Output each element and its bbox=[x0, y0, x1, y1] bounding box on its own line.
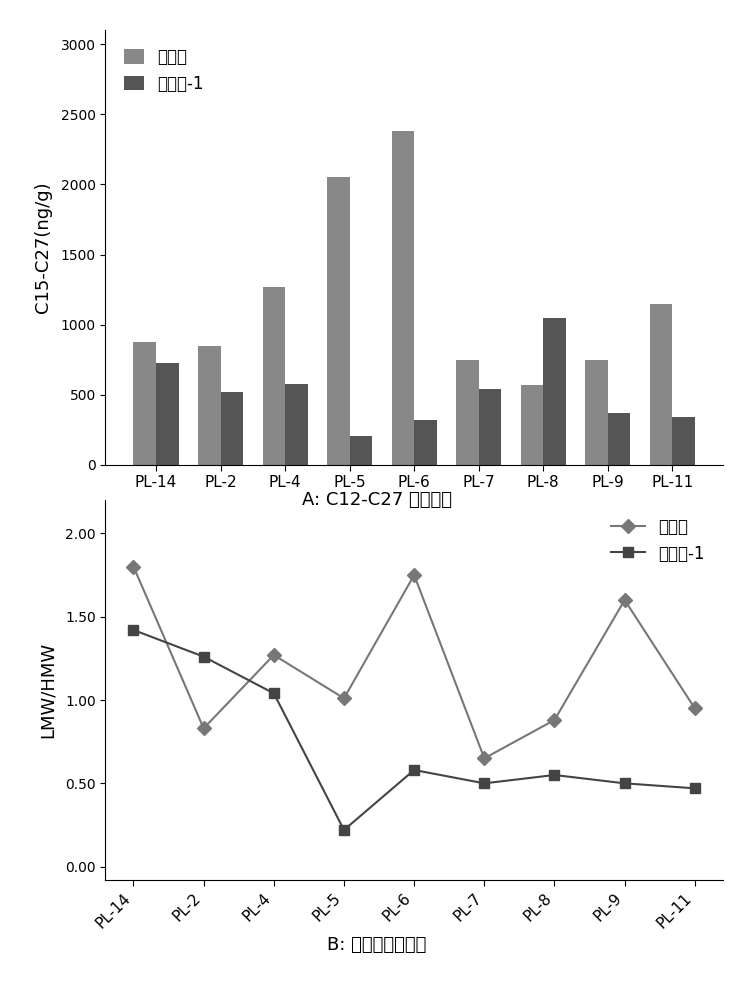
Bar bbox=[479, 389, 501, 465]
修复后-1 bbox=[620, 777, 630, 789]
修复后-1 bbox=[129, 624, 138, 636]
Bar bbox=[520, 385, 543, 465]
修复后-1 bbox=[270, 687, 279, 699]
修复后-1 bbox=[340, 824, 349, 836]
Legend: 修复前, 修复后-1: 修复前, 修复后-1 bbox=[602, 508, 715, 573]
Line: 修复后-1: 修复后-1 bbox=[129, 625, 700, 835]
修复前 bbox=[620, 594, 630, 606]
修复后-1 bbox=[410, 764, 419, 776]
Bar bbox=[349, 436, 372, 465]
修复后-1 bbox=[550, 769, 559, 781]
Bar bbox=[543, 318, 566, 465]
Bar bbox=[327, 177, 349, 465]
Y-axis label: LMW/HMW: LMW/HMW bbox=[38, 642, 56, 738]
Bar bbox=[672, 417, 695, 465]
Legend: 修复前, 修复后-1: 修复前, 修复后-1 bbox=[114, 38, 214, 103]
Bar bbox=[221, 392, 243, 465]
Bar bbox=[133, 342, 156, 465]
Y-axis label: C15-C27(ng/g): C15-C27(ng/g) bbox=[34, 182, 52, 313]
Bar bbox=[392, 131, 414, 465]
Bar bbox=[156, 363, 178, 465]
修复前 bbox=[340, 692, 349, 704]
Text: A: C12-C27 修复效果: A: C12-C27 修复效果 bbox=[301, 491, 452, 509]
修复后-1 bbox=[480, 777, 489, 789]
Bar bbox=[414, 420, 437, 465]
修复前 bbox=[270, 649, 279, 661]
修复前 bbox=[199, 722, 208, 734]
Line: 修复前: 修复前 bbox=[129, 562, 700, 763]
Bar bbox=[585, 360, 608, 465]
Bar bbox=[650, 304, 672, 465]
修复前 bbox=[550, 714, 559, 726]
修复前 bbox=[410, 569, 419, 581]
修复前 bbox=[480, 752, 489, 764]
Bar bbox=[608, 413, 630, 465]
修复前 bbox=[691, 702, 700, 714]
Text: B: 轻重烴比值下降: B: 轻重烴比值下降 bbox=[327, 936, 426, 954]
Bar bbox=[263, 287, 285, 465]
Bar bbox=[198, 346, 221, 465]
修复前 bbox=[129, 561, 138, 573]
Bar bbox=[285, 384, 308, 465]
Bar bbox=[456, 360, 479, 465]
修复后-1 bbox=[199, 651, 208, 663]
修复后-1 bbox=[691, 782, 700, 794]
